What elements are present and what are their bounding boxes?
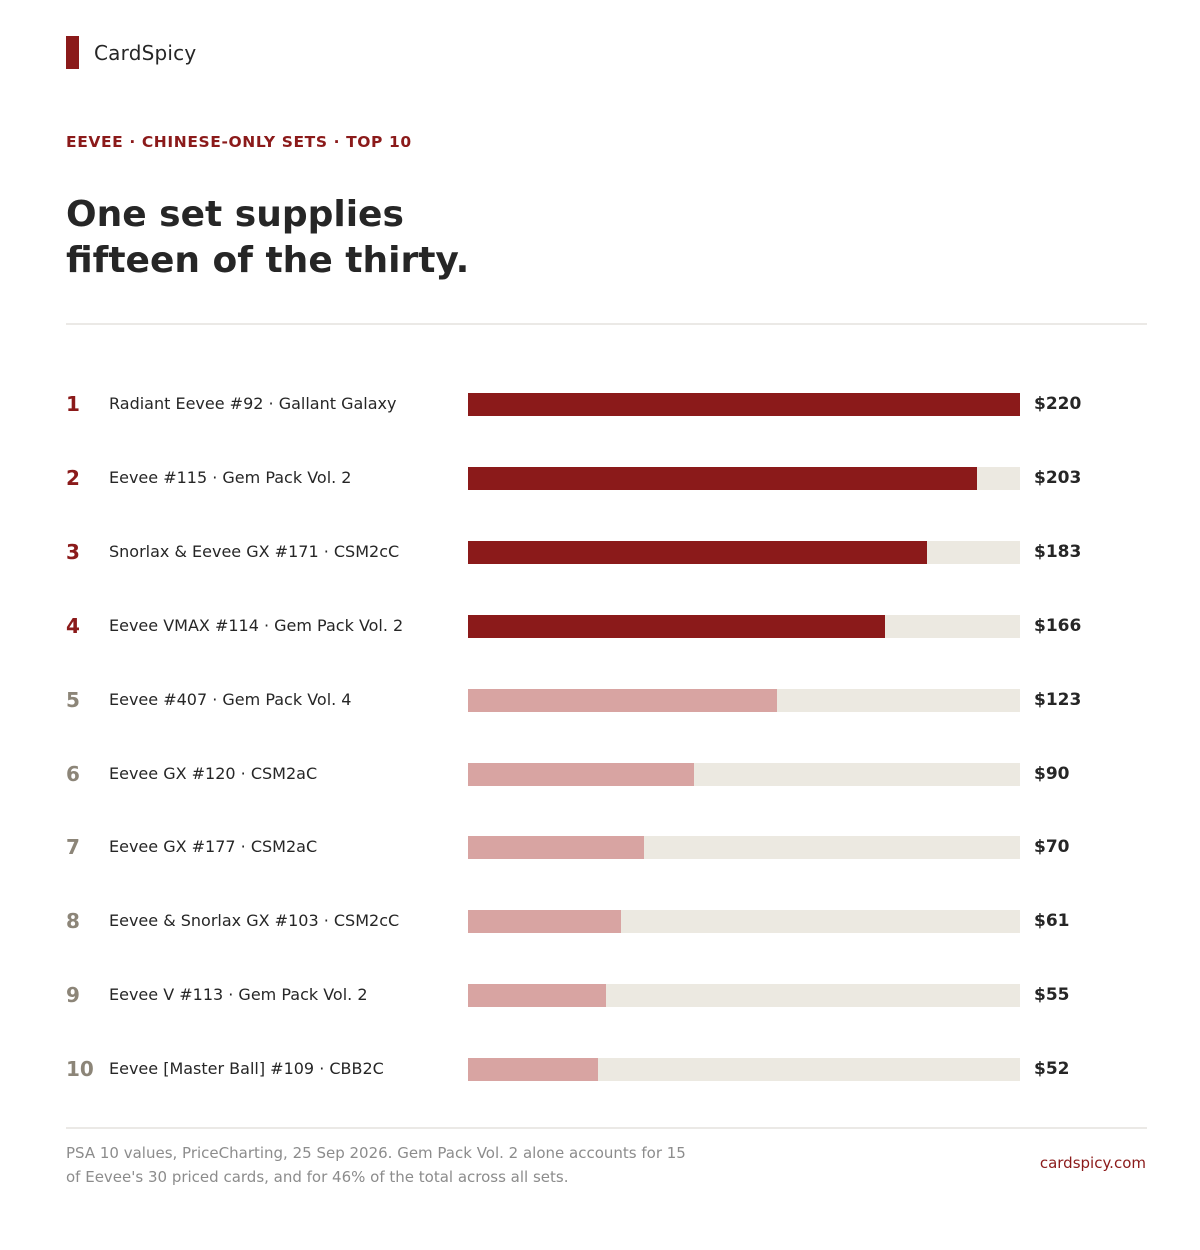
bar xyxy=(468,836,644,860)
bar-track xyxy=(468,836,1020,860)
bar-track xyxy=(468,393,1020,416)
bar xyxy=(468,1058,598,1082)
rank-number: 2 xyxy=(66,465,80,490)
value-label: $90 xyxy=(1034,763,1070,784)
rank-number: 8 xyxy=(66,909,80,934)
bar xyxy=(468,688,777,712)
rank-number: 5 xyxy=(66,687,80,712)
bar-track xyxy=(468,910,1020,934)
chart-row: 7 Eevee GX #177 · CSM2aC $70 xyxy=(0,827,1200,867)
category-label: Eevee & Snorlax GX #103 · CSM2cC xyxy=(109,911,400,931)
bar xyxy=(468,762,694,786)
chart-row: 6 Eevee GX #120 · CSM2aC $90 xyxy=(0,754,1200,794)
value-label: $203 xyxy=(1034,467,1082,488)
bar-track xyxy=(468,614,1020,638)
footnote-line-1: PSA 10 values, PriceCharting, 25 Sep 202… xyxy=(66,1144,686,1162)
chart-row: 4 Eevee VMAX #114 · Gem Pack Vol. 2 $166 xyxy=(0,606,1200,646)
bottom-divider xyxy=(66,1127,1147,1129)
category-label: Eevee VMAX #114 · Gem Pack Vol. 2 xyxy=(109,615,404,635)
bar-track xyxy=(468,762,1020,786)
bar xyxy=(468,910,621,934)
category-label: Eevee [Master Ball] #109 · CBB2C xyxy=(109,1059,384,1079)
rank-number: 1 xyxy=(66,392,80,416)
bar-track xyxy=(468,1058,1020,1082)
rank-number: 9 xyxy=(66,983,80,1008)
rank-number: 4 xyxy=(66,613,80,638)
top-divider xyxy=(66,323,1147,325)
rank-number: 6 xyxy=(66,761,80,786)
footnote-line-2: of Eevee's 30 priced cards, and for 46% … xyxy=(66,1168,569,1186)
chart-row: 3 Snorlax & Eevee GX #171 · CSM2cC $183 xyxy=(0,532,1200,572)
bar xyxy=(468,393,1020,416)
rank-number: 10 xyxy=(66,1057,94,1082)
value-label: $52 xyxy=(1034,1059,1070,1080)
value-label: $61 xyxy=(1034,911,1070,932)
category-label: Eevee #115 · Gem Pack Vol. 2 xyxy=(109,467,352,487)
category-label: Eevee #407 · Gem Pack Vol. 4 xyxy=(109,689,352,709)
footnote: PSA 10 values, PriceCharting, 25 Sep 202… xyxy=(66,1141,756,1189)
headline: One set supplies fifteen of the thirty. xyxy=(66,192,469,284)
value-label: $55 xyxy=(1034,985,1070,1006)
bar xyxy=(468,614,885,638)
category-label: Eevee V #113 · Gem Pack Vol. 2 xyxy=(109,985,368,1005)
bar xyxy=(468,466,977,490)
value-label: $70 xyxy=(1034,837,1070,858)
brand-logo-mark xyxy=(66,36,79,69)
bar-track xyxy=(468,540,1020,564)
value-label: $183 xyxy=(1034,541,1082,562)
value-label: $220 xyxy=(1034,394,1082,414)
chart-row: 10 Eevee [Master Ball] #109 · CBB2C $52 xyxy=(0,1049,1200,1089)
brand: CardSpicy xyxy=(66,36,196,69)
chart-row: 9 Eevee V #113 · Gem Pack Vol. 2 $55 xyxy=(0,975,1200,1015)
value-label: $123 xyxy=(1034,689,1082,710)
bar-track xyxy=(468,466,1020,490)
chart-row: 2 Eevee #115 · Gem Pack Vol. 2 $203 xyxy=(0,458,1200,498)
brand-name: CardSpicy xyxy=(94,40,197,65)
chart-row: 5 Eevee #407 · Gem Pack Vol. 4 $123 xyxy=(0,680,1200,720)
chart-row: 1 Radiant Eevee #92 · Gallant Galaxy $220 xyxy=(0,384,1200,424)
bar xyxy=(468,540,927,564)
chart-row: 8 Eevee & Snorlax GX #103 · CSM2cC $61 xyxy=(0,901,1200,941)
value-label: $166 xyxy=(1034,615,1082,636)
chart-eyebrow: EEVEE · CHINESE-ONLY SETS · TOP 10 xyxy=(66,133,412,151)
bar-track xyxy=(468,984,1020,1008)
category-label: Eevee GX #120 · CSM2aC xyxy=(109,763,318,783)
headline-line-1: One set supplies xyxy=(66,194,404,235)
bar-track xyxy=(468,688,1020,712)
bar xyxy=(468,984,606,1008)
category-label: Snorlax & Eevee GX #171 · CSM2cC xyxy=(109,541,400,561)
headline-line-2: fifteen of the thirty. xyxy=(66,240,470,281)
category-label: Radiant Eevee #92 · Gallant Galaxy xyxy=(109,394,397,413)
site-link[interactable]: cardspicy.com xyxy=(1039,1154,1146,1172)
rank-number: 7 xyxy=(66,835,80,860)
category-label: Eevee GX #177 · CSM2aC xyxy=(109,837,318,857)
rank-number: 3 xyxy=(66,539,80,564)
